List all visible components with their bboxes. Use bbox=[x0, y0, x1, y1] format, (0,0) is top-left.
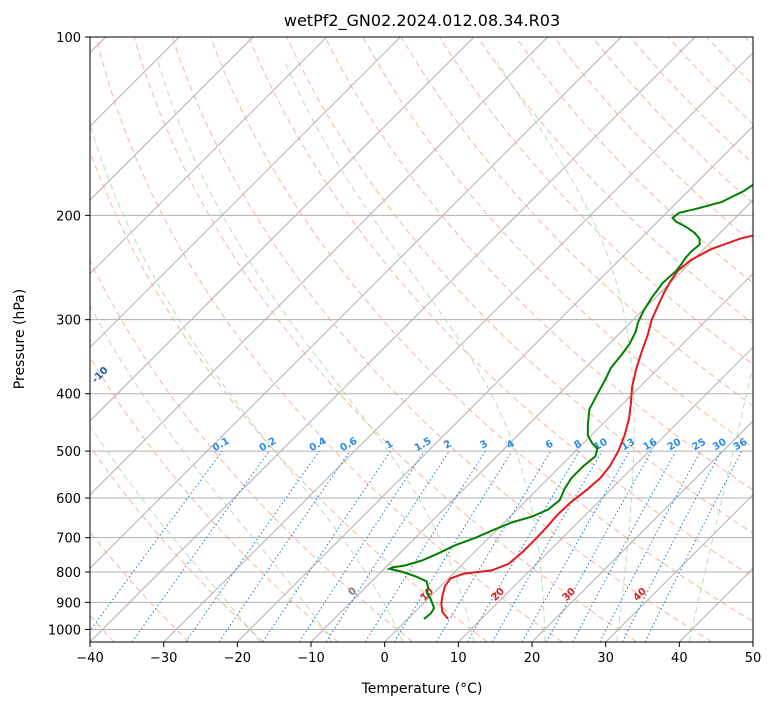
x-tick-label: 10 bbox=[450, 651, 467, 666]
moist-adiabat-line bbox=[157, 61, 475, 642]
moist-adiabat-line bbox=[90, 424, 261, 642]
isotherm-line bbox=[90, 37, 549, 496]
dry-adiabat-line bbox=[90, 259, 414, 642]
y-tick-label: 300 bbox=[56, 314, 81, 329]
dry-adiabat-line bbox=[324, 37, 753, 491]
x-axis-label: Temperature (°C) bbox=[361, 681, 483, 697]
plot-frame bbox=[89, 36, 754, 643]
mixing-ratio-label: 8 bbox=[572, 438, 584, 451]
y-tick-label: 900 bbox=[56, 596, 81, 611]
y-tick-label: 800 bbox=[56, 566, 81, 581]
y-tick-label: 100 bbox=[56, 31, 81, 46]
mixing-ratio-line bbox=[90, 450, 223, 632]
y-tick-label: 1000 bbox=[48, 623, 81, 638]
x-tick-label: −40 bbox=[76, 651, 103, 666]
isotherm-line bbox=[90, 37, 475, 422]
mixing-ratio-label: 4 bbox=[505, 438, 517, 451]
x-tick-label: −30 bbox=[150, 651, 177, 666]
mixing-ratio-line bbox=[644, 450, 743, 642]
x-tick-label: −20 bbox=[224, 651, 251, 666]
mixing-ratio-label: 6 bbox=[544, 438, 556, 451]
isotherm-line bbox=[90, 37, 401, 349]
isotherm-line bbox=[163, 51, 753, 642]
y-axis-ticks: 100 200 300 400 500 600 700 800 900 1000 bbox=[48, 31, 90, 638]
pressure-gridlines bbox=[90, 37, 753, 630]
dry-adiabat-line bbox=[591, 37, 753, 204]
y-axis-label: Pressure (hPa) bbox=[12, 289, 28, 389]
moist-adiabat-line bbox=[90, 304, 333, 642]
dry-adiabat-line bbox=[133, 37, 638, 642]
mixing-ratio-label: 1 bbox=[384, 438, 396, 451]
dry-adiabat-line bbox=[400, 37, 753, 407]
mixing-ratio-line bbox=[298, 450, 425, 642]
isotherm-line bbox=[531, 420, 753, 642]
mixing-ratio-line bbox=[262, 450, 392, 642]
isotherm-line bbox=[90, 37, 622, 570]
x-axis-ticks: −40 −30 −20 −10 0 10 20 30 40 50 bbox=[76, 642, 761, 666]
moist-adiabat-line bbox=[688, 363, 753, 642]
y-tick-label: 700 bbox=[56, 532, 81, 547]
y-tick-label: 400 bbox=[56, 388, 81, 403]
y-tick-label: 600 bbox=[56, 492, 81, 507]
mixing-ratio-label: 3 bbox=[478, 438, 490, 451]
plot-area: -100-90-80-70-60-50-40-30-20-10010203040… bbox=[90, 37, 753, 642]
chart-title: wetPf2_GN02.2024.012.08.34.R03 bbox=[284, 11, 560, 31]
isotherm-line bbox=[605, 493, 753, 642]
x-tick-label: 0 bbox=[381, 651, 389, 666]
sounding-profiles bbox=[386, 183, 753, 620]
x-tick-label: 20 bbox=[524, 651, 541, 666]
dewpoint-profile bbox=[386, 183, 753, 620]
moist-adiabat-line bbox=[284, 61, 546, 642]
mixing-ratio-lines bbox=[90, 450, 743, 642]
dry-adiabat-line bbox=[515, 37, 753, 284]
y-tick-label: 500 bbox=[56, 445, 81, 460]
dry-adiabats bbox=[90, 37, 753, 642]
y-tick-label: 200 bbox=[56, 209, 81, 224]
dry-adiabat-line bbox=[90, 445, 264, 642]
isotherm-line bbox=[90, 37, 254, 201]
mixing-ratio-line bbox=[545, 450, 653, 642]
isotherm-line bbox=[90, 37, 328, 275]
isotherm-line bbox=[236, 125, 753, 642]
x-tick-label: −10 bbox=[297, 651, 324, 666]
x-tick-label: 50 bbox=[745, 651, 762, 666]
moist-adiabats bbox=[90, 61, 753, 642]
dry-adiabat-line bbox=[362, 37, 753, 449]
mixing-ratio-line bbox=[325, 450, 450, 642]
isotherm-line bbox=[90, 37, 696, 642]
dry-adiabat-line bbox=[210, 37, 753, 623]
mixing-ratio-line bbox=[572, 450, 677, 642]
isotherms bbox=[90, 37, 753, 642]
moist-adiabat-line bbox=[496, 61, 635, 642]
dry-adiabat-line bbox=[171, 37, 712, 642]
dry-adiabat-line bbox=[95, 37, 563, 642]
isotherm-line bbox=[384, 272, 753, 642]
mixing-ratio-line bbox=[131, 450, 270, 642]
mixing-ratio-line bbox=[521, 450, 630, 642]
x-tick-label: 30 bbox=[597, 651, 614, 666]
dry-adiabat-line bbox=[477, 37, 753, 325]
mixing-ratio-line bbox=[218, 450, 351, 642]
x-tick-label: 40 bbox=[671, 651, 688, 666]
moist-adiabat-line bbox=[90, 123, 404, 642]
mixing-ratio-line bbox=[185, 450, 320, 642]
mixing-ratio-line bbox=[393, 450, 513, 642]
dry-adiabat-line bbox=[629, 37, 753, 165]
dry-adiabat-line bbox=[248, 37, 753, 578]
mixing-ratio-label: 2 bbox=[442, 438, 454, 451]
temperature-profile bbox=[440, 234, 753, 620]
isotherm-line bbox=[457, 346, 753, 642]
